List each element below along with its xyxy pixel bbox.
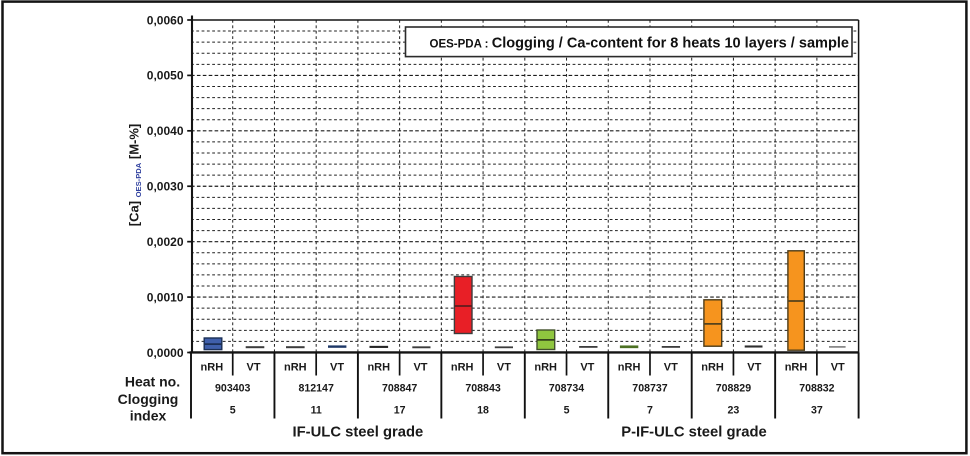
svg-text:nRH: nRH (701, 362, 724, 374)
svg-text:VT: VT (413, 362, 427, 374)
svg-text:VT: VT (330, 362, 344, 374)
svg-text:0,0010: 0,0010 (147, 290, 184, 304)
svg-text:708734: 708734 (549, 383, 584, 395)
svg-text:P-IF-ULC steel grade: P-IF-ULC steel grade (621, 425, 767, 441)
svg-text:IF-ULC steel grade: IF-ULC steel grade (293, 425, 424, 441)
svg-text:nRH: nRH (367, 362, 390, 374)
svg-text:VT: VT (247, 362, 261, 374)
svg-text:18: 18 (477, 405, 489, 417)
svg-text:5: 5 (230, 405, 236, 417)
svg-text:VT: VT (664, 362, 678, 374)
svg-text:0,0030: 0,0030 (147, 180, 184, 194)
svg-text:708829: 708829 (716, 383, 751, 395)
svg-text:17: 17 (394, 405, 406, 417)
svg-text:37: 37 (811, 405, 823, 417)
svg-text:Heat no.: Heat no. (125, 373, 180, 389)
svg-text:VT: VT (747, 362, 761, 374)
svg-text:708832: 708832 (799, 383, 834, 395)
svg-text:5: 5 (564, 405, 570, 417)
svg-text:7: 7 (647, 405, 653, 417)
svg-text:[Ca] OES-PDA [M-%]: [Ca] OES-PDA [M-%] (127, 124, 144, 227)
svg-text:index: index (130, 407, 167, 423)
svg-text:708847: 708847 (382, 383, 417, 395)
svg-text:nRH: nRH (451, 362, 474, 374)
svg-text:708843: 708843 (465, 383, 500, 395)
svg-text:VT: VT (831, 362, 845, 374)
svg-text:Clogging: Clogging (118, 391, 179, 407)
svg-text:0,0000: 0,0000 (147, 346, 184, 360)
svg-text:nRH: nRH (534, 362, 557, 374)
svg-text:11: 11 (311, 405, 322, 417)
svg-text:23: 23 (728, 405, 740, 417)
svg-text:VT: VT (497, 362, 511, 374)
svg-text:0,0020: 0,0020 (147, 235, 184, 249)
svg-text:708737: 708737 (632, 383, 667, 395)
svg-text:nRH: nRH (284, 362, 307, 374)
svg-text:nRH: nRH (785, 362, 808, 374)
svg-text:nRH: nRH (201, 362, 224, 374)
svg-text:903403: 903403 (215, 383, 250, 395)
svg-text:OES-PDA : Clogging / Ca-conte: OES-PDA : Clogging / Ca-content for 8 he… (430, 36, 850, 52)
svg-text:0,0060: 0,0060 (147, 13, 184, 27)
svg-text:nRH: nRH (618, 362, 641, 374)
svg-text:0,0050: 0,0050 (147, 69, 184, 83)
svg-text:812147: 812147 (298, 383, 333, 395)
svg-text:0,0040: 0,0040 (147, 124, 184, 138)
svg-text:VT: VT (580, 362, 594, 374)
